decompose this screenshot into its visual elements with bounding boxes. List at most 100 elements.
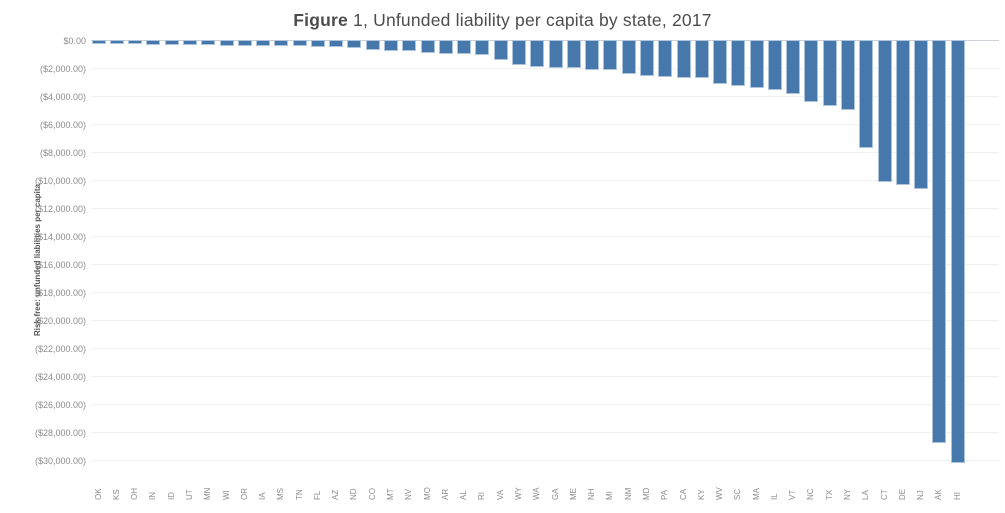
bar-ID (164, 40, 179, 45)
bar-WV (713, 40, 728, 84)
x-tick-label-MT: MT (386, 488, 396, 500)
x-tick-label-NJ: NJ (916, 490, 926, 500)
gridline (91, 236, 999, 237)
y-tick-label: ($24,000.00) (34, 372, 86, 382)
bar-KY (694, 40, 709, 79)
bar-AK (932, 40, 947, 444)
x-tick-label-IA: IA (258, 492, 268, 500)
bar-IN (146, 40, 161, 45)
x-tick-label-MO: MO (422, 487, 432, 500)
gridline (91, 264, 999, 265)
bar-KS (109, 40, 124, 44)
x-tick-label-AR: AR (440, 488, 450, 500)
bar-TN (292, 40, 307, 47)
x-tick-label-MI: MI (605, 491, 615, 500)
bar-MT (384, 40, 399, 51)
x-tick-label-ME: ME (568, 488, 578, 500)
x-tick-label-OK: OK (93, 488, 103, 500)
y-tick-label: ($6,000.00) (39, 120, 86, 130)
x-tick-label-TN: TN (294, 489, 304, 500)
bar-DE (895, 40, 910, 186)
y-tick-label: ($14,000.00) (34, 232, 86, 242)
bar-NM (621, 40, 636, 75)
x-tick-label-ND: ND (349, 488, 359, 500)
bar-FL (310, 40, 325, 47)
x-tick-label-VT: VT (788, 489, 798, 500)
x-tick-label-GA: GA (550, 488, 560, 500)
bar-HI (950, 40, 965, 463)
x-tick-label-WA: WA (532, 487, 542, 500)
x-tick-label-KS: KS (111, 489, 121, 500)
bar-ND (347, 40, 362, 49)
gridline (91, 348, 999, 349)
x-tick-label-NM: NM (623, 487, 633, 500)
x-tick-label-CA: CA (678, 488, 688, 500)
gridline (91, 292, 999, 293)
x-tick-label-NY: NY (843, 488, 853, 500)
bar-MI (603, 40, 618, 70)
bar-WY (511, 40, 526, 65)
x-tick-label-AZ: AZ (331, 489, 341, 500)
bar-AL (457, 40, 472, 55)
bar-NJ (914, 40, 929, 190)
x-tick-label-MS: MS (276, 488, 286, 500)
gridline (91, 460, 999, 461)
gridline (91, 68, 999, 69)
x-tick-label-IL: IL (769, 493, 779, 500)
gridline (91, 96, 999, 97)
x-tick-label-ID: ID (166, 492, 176, 500)
y-tick-label: ($18,000.00) (34, 288, 86, 298)
chart-title: Figure 1, Unfunded liability per capita … (0, 10, 1005, 31)
x-tick-label-RI: RI (477, 492, 487, 500)
gridline (91, 124, 999, 125)
x-tick-label-SC: SC (733, 488, 743, 500)
y-tick-label: ($8,000.00) (39, 148, 86, 158)
y-tick-label: $0.00 (63, 36, 86, 46)
x-tick-label-NH: NH (587, 488, 597, 500)
chart-title-figure-label: Figure (293, 10, 348, 30)
x-tick-label-OH: OH (130, 488, 140, 500)
y-tick-label: ($30,000.00) (34, 456, 86, 466)
bar-OK (91, 40, 106, 44)
bar-MS (274, 40, 289, 47)
bar-PA (658, 40, 673, 77)
y-tick-label: ($22,000.00) (34, 344, 86, 354)
bar-WI (219, 40, 234, 46)
bar-OR (237, 40, 252, 46)
bar-GA (548, 40, 563, 68)
bar-IA (256, 40, 271, 47)
bar-MO (420, 40, 435, 53)
x-tick-label-MA: MA (751, 488, 761, 500)
bar-OH (128, 40, 143, 45)
gridline (91, 320, 999, 321)
gridline (91, 180, 999, 181)
x-tick-label-MD: MD (641, 487, 651, 500)
y-tick-label: ($12,000.00) (34, 204, 86, 214)
chart-title-text: 1, Unfunded liability per capita by stat… (347, 10, 712, 30)
y-tick-label: ($20,000.00) (34, 316, 86, 326)
x-tick-label-MN: MN (203, 487, 213, 500)
bar-MA (749, 40, 764, 88)
y-tick-label: ($28,000.00) (34, 428, 86, 438)
x-tick-label-AL: AL (459, 490, 469, 500)
bar-NY (841, 40, 856, 111)
y-tick-label: ($26,000.00) (34, 400, 86, 410)
gridline (91, 404, 999, 405)
x-tick-label-AK: AK (934, 489, 944, 500)
bar-AZ (329, 40, 344, 47)
x-tick-label-OR: OR (239, 488, 249, 500)
x-tick-label-KY: KY (696, 489, 706, 500)
bar-UT (182, 40, 197, 45)
gridline (91, 376, 999, 377)
x-tick-label-PA: PA (660, 489, 670, 500)
bar-NV (402, 40, 417, 51)
bar-VA (493, 40, 508, 61)
x-tick-label-NV: NV (404, 488, 414, 500)
x-tick-label-UT: UT (184, 489, 194, 500)
x-tick-label-HI: HI (952, 492, 962, 500)
zero-axis-line (91, 40, 999, 41)
bar-WA (530, 40, 545, 67)
x-tick-label-LA: LA (861, 490, 871, 500)
x-tick-label-CO: CO (367, 488, 377, 500)
